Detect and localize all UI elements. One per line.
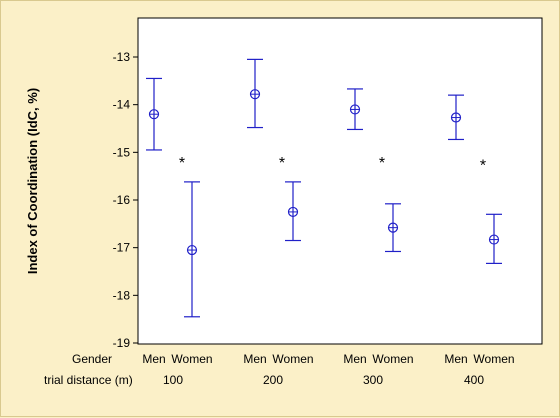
y-tick-label: -17: [113, 241, 131, 255]
significance-star: *: [279, 155, 285, 172]
x-tick-label-gender: Men: [444, 352, 467, 366]
x-tick-label-gender: Men: [142, 352, 165, 366]
error-bar-women-300: [385, 203, 401, 253]
x-axis-labels: Gender trial distance (m) Men Women Men Wom…: [44, 352, 515, 387]
error-bar-women-200: [285, 181, 301, 242]
x-tick-label-distance: 100: [163, 373, 183, 387]
y-tick-label: -15: [113, 145, 131, 159]
y-tick-label: -18: [113, 288, 131, 302]
error-bar-men-200: [247, 58, 263, 129]
x-tick-label-gender: Men: [343, 352, 366, 366]
error-bar-women-400: [486, 213, 502, 264]
x-tick-label-gender: Women: [272, 352, 313, 366]
significance-star: *: [480, 157, 486, 174]
x-tick-label-gender: Women: [372, 352, 413, 366]
x-tick-label-gender: Women: [171, 352, 212, 366]
data-marks: [146, 58, 502, 318]
error-bar-men-300: [347, 88, 363, 131]
y-tick-label: -19: [113, 336, 131, 350]
significance-star: *: [179, 155, 185, 172]
x-tick-label-distance: 200: [263, 373, 283, 387]
x-row-label-gender: Gender: [72, 352, 112, 366]
x-tick-label-distance: 300: [363, 373, 383, 387]
x-tick-label-gender: Men: [243, 352, 266, 366]
significance-annotations: * * * *: [179, 155, 486, 174]
x-tick-label-distance: 400: [464, 373, 484, 387]
plot-area: [137, 17, 543, 345]
y-tick-label: -14: [113, 98, 131, 112]
error-bar-men-100: [146, 77, 162, 151]
x-row-label-distance: trial distance (m): [44, 373, 133, 387]
error-bar-men-400: [448, 94, 464, 141]
y-tick-label: -16: [113, 193, 131, 207]
y-axis-label: Index of Coordination (IdC, %): [25, 88, 40, 274]
x-tick-label-gender: Women: [473, 352, 514, 366]
y-axis: -13 -14 -15 -16 -17 -18 -19: [113, 50, 138, 350]
error-bar-women-100: [184, 181, 200, 318]
y-tick-label: -13: [113, 50, 131, 64]
significance-star: *: [379, 155, 385, 172]
